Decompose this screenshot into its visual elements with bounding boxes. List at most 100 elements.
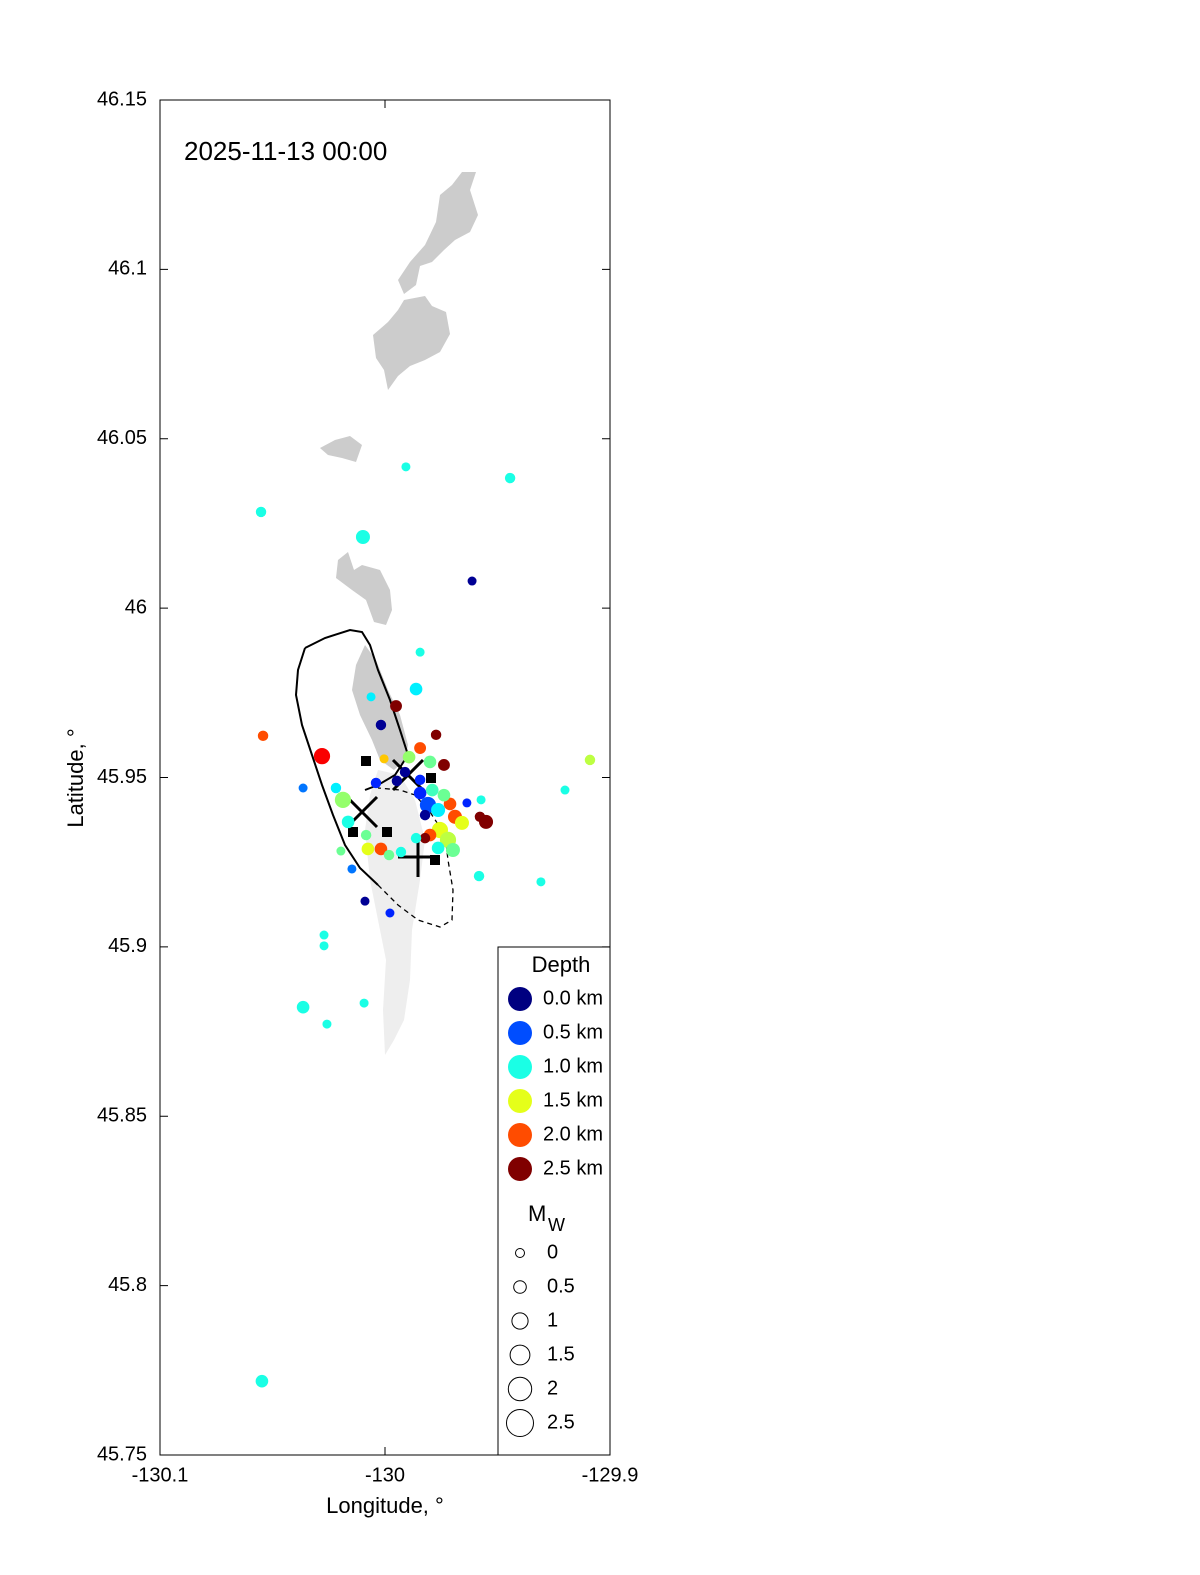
legend-size-label: 1.5 [547,1343,575,1365]
earthquake [383,849,395,861]
earthquake [443,797,457,811]
legend-label: 0.5 km [543,1021,603,1043]
legend-size-label: 1 [547,1309,558,1331]
earthquake [361,842,375,856]
plus-marker [398,837,438,877]
earthquake [437,788,451,802]
island [398,172,478,294]
earthquake [334,791,352,808]
earthquake [402,750,416,764]
eruption-outline [294,628,410,886]
legend-size-label: 2 [547,1377,558,1399]
legend-color-marker [508,1123,532,1147]
earthquake [319,930,329,940]
legend-size-label: 0.5 [547,1275,575,1297]
earthquake [454,815,469,830]
island [373,296,450,390]
earthquake [374,842,388,856]
earthquake [415,647,425,657]
y-tick-label: 45.85 [97,1105,147,1127]
earthquake [355,529,370,545]
earthquake [322,1019,332,1029]
earthquake [366,692,376,702]
y-tick-label: 46.1 [108,258,147,280]
earthquake [473,870,485,882]
earthquake [476,795,486,805]
earthquake [257,730,269,742]
station [348,827,358,837]
earthquake [410,832,422,844]
earthquake [560,785,570,795]
legend-size-marker [507,1376,533,1402]
earthquake [414,742,427,754]
earthquake [462,798,472,808]
earthquake [359,998,369,1008]
legend-label: 2.0 km [543,1123,603,1145]
station [382,827,392,837]
earthquake [255,506,267,518]
legend-size-marker [509,1344,531,1366]
map-features [294,172,478,1055]
earthquake [360,829,372,841]
earthquake [370,777,382,789]
x-axis-label: Longitude, ° [326,1493,444,1518]
legend-color-marker [508,1021,532,1045]
y-tick-label: 45.75 [97,1443,147,1465]
legend-color-marker [508,987,532,1011]
earthquake [296,1000,310,1014]
earthquake [336,846,346,856]
island [365,770,425,1055]
legend-size-label: 2.5 [547,1411,575,1433]
annotation: 2025-11-13 00:00 [184,136,387,166]
earthquake [379,754,389,764]
station [426,773,436,783]
earthquake [438,759,450,771]
legend-color-marker [508,1089,532,1113]
legend-label: 1.0 km [543,1055,603,1077]
earthquake [413,786,427,800]
earthquake [375,719,387,731]
earthquake [467,576,477,586]
earthquake [479,814,494,829]
earthquake [390,700,402,712]
legend: Depth M W 0.0 km 0.5 km 1.0 km 1.5 km 2.0 km… [497,946,611,1456]
earthquake [423,755,437,769]
island [320,436,362,462]
legend-size-marker [506,1409,534,1437]
dashed-outline [377,787,454,928]
legend-size-marker [511,1312,529,1330]
earthquake [298,783,308,793]
legend-title: Depth [532,952,591,977]
legend-size-marker [513,1280,527,1294]
legend-label: 1.5 km [543,1089,603,1111]
earthquake [399,766,411,778]
x-tick-label: -129.9 [582,1464,639,1486]
points [255,462,596,1388]
earthquake [341,815,355,829]
earthquake [347,864,357,874]
y-axis-label: Latitude, ° [63,728,88,827]
earthquake [391,775,403,787]
station-markers [348,756,440,865]
earthquake [401,462,411,472]
earthquake [504,472,516,484]
earthquake [414,774,426,786]
legend-size-marker [515,1248,525,1258]
station [430,855,440,865]
island [352,645,408,770]
station [361,756,371,766]
earthquake [313,748,331,765]
y-tick-label: 45.8 [108,1274,147,1296]
earthquake [431,803,446,818]
y-tick-label: 45.9 [108,935,147,957]
y-tick-label: 46 [125,596,147,618]
y-tick-label: 46.05 [97,427,147,449]
legend-label: 0.0 km [543,987,603,1009]
earthquake [360,896,370,906]
earthquake [431,841,445,855]
x-tick-label: -130.1 [132,1464,189,1486]
earthquake [330,782,342,794]
earthquake [255,1374,269,1388]
earthquake [430,729,442,741]
